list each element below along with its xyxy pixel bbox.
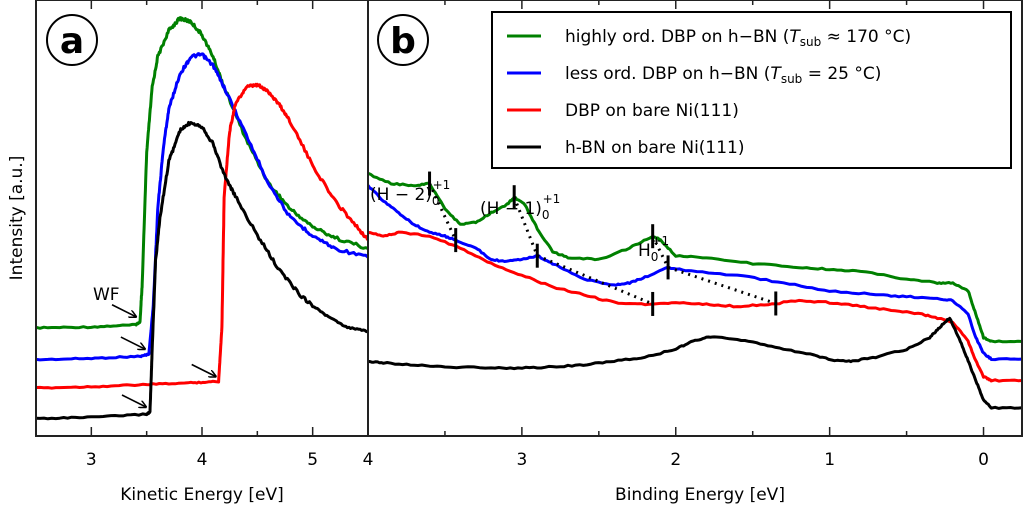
series-line-b-0 xyxy=(368,171,1022,344)
x-tick-label: 3 xyxy=(516,450,527,470)
x-tick-label: 2 xyxy=(670,450,681,470)
wf-arrow xyxy=(121,394,146,407)
panel-b-series xyxy=(368,171,1022,410)
wf-arrow xyxy=(120,336,145,349)
legend-label: h-BN on bare Ni(111) xyxy=(565,138,745,158)
legend-item: highly ord. DBP on h−BN (Tsub ≈ 170 °C) xyxy=(507,27,911,49)
x-tick-label: 4 xyxy=(197,450,208,470)
peak-annotation: (H − 2)0+1 xyxy=(370,178,450,208)
x-tick-label: 4 xyxy=(363,450,374,470)
wf-arrow xyxy=(111,304,136,317)
panel-b-xlabel: Binding Energy [eV] xyxy=(615,485,785,505)
legend-label: DBP on bare Ni(111) xyxy=(565,101,739,121)
peak-markers xyxy=(428,171,778,316)
peak-annotation: (H − 1)0+1 xyxy=(480,192,560,222)
legend: highly ord. DBP on h−BN (Tsub ≈ 170 °C) l… xyxy=(491,11,1012,169)
panel-b-ticks: 4 3 2 1 0 xyxy=(363,0,989,470)
legend-item: h-BN on bare Ni(111) xyxy=(507,138,745,158)
wf-arrows xyxy=(111,304,216,407)
series-line-a-1 xyxy=(36,52,368,362)
legend-item: DBP on bare Ni(111) xyxy=(507,101,739,121)
legend-label: highly ord. DBP on h−BN (Tsub ≈ 170 °C) xyxy=(565,27,911,49)
legend-label: less ord. DBP on h−BN (Tsub = 25 °C) xyxy=(565,64,881,86)
panel-a-ticks: 3 4 5 xyxy=(86,0,318,470)
x-tick-label: 1 xyxy=(824,450,835,470)
panel-a-frame xyxy=(35,0,369,437)
panel-b-label: b xyxy=(390,21,416,62)
panel-a-series xyxy=(36,16,368,421)
series-line-b-1 xyxy=(368,184,1022,362)
panel-b-frame xyxy=(367,0,1023,437)
ylabel: Intensity [a.u.] xyxy=(7,156,27,281)
legend-item: less ord. DBP on h−BN (Tsub = 25 °C) xyxy=(507,64,881,86)
panel-b-label-circle xyxy=(377,14,429,66)
peak-annotation: H0+1 xyxy=(638,234,669,264)
x-tick-label: 0 xyxy=(978,450,989,470)
series-line-a-3 xyxy=(36,120,368,421)
x-tick-label: 5 xyxy=(307,450,318,470)
wf-annotation: WF xyxy=(93,285,120,305)
panel-a-label-circle xyxy=(46,14,98,66)
series-line-b-3 xyxy=(368,316,1022,410)
series-line-b-2 xyxy=(368,230,1022,383)
series-line-a-0 xyxy=(36,16,368,330)
panel-a: 3 4 5 a WF Kinetic Energy [eV] Intensity [… xyxy=(7,0,369,505)
peak-annotations: (H − 2)0+1 (H − 1)0+1 H0+1 xyxy=(370,178,669,264)
wf-arrow xyxy=(191,363,216,377)
legend-frame xyxy=(491,11,1012,169)
x-tick-label: 3 xyxy=(86,450,97,470)
panel-a-xlabel: Kinetic Energy [eV] xyxy=(120,485,284,505)
series-line-a-2 xyxy=(36,82,368,390)
panel-a-label: a xyxy=(60,21,84,62)
